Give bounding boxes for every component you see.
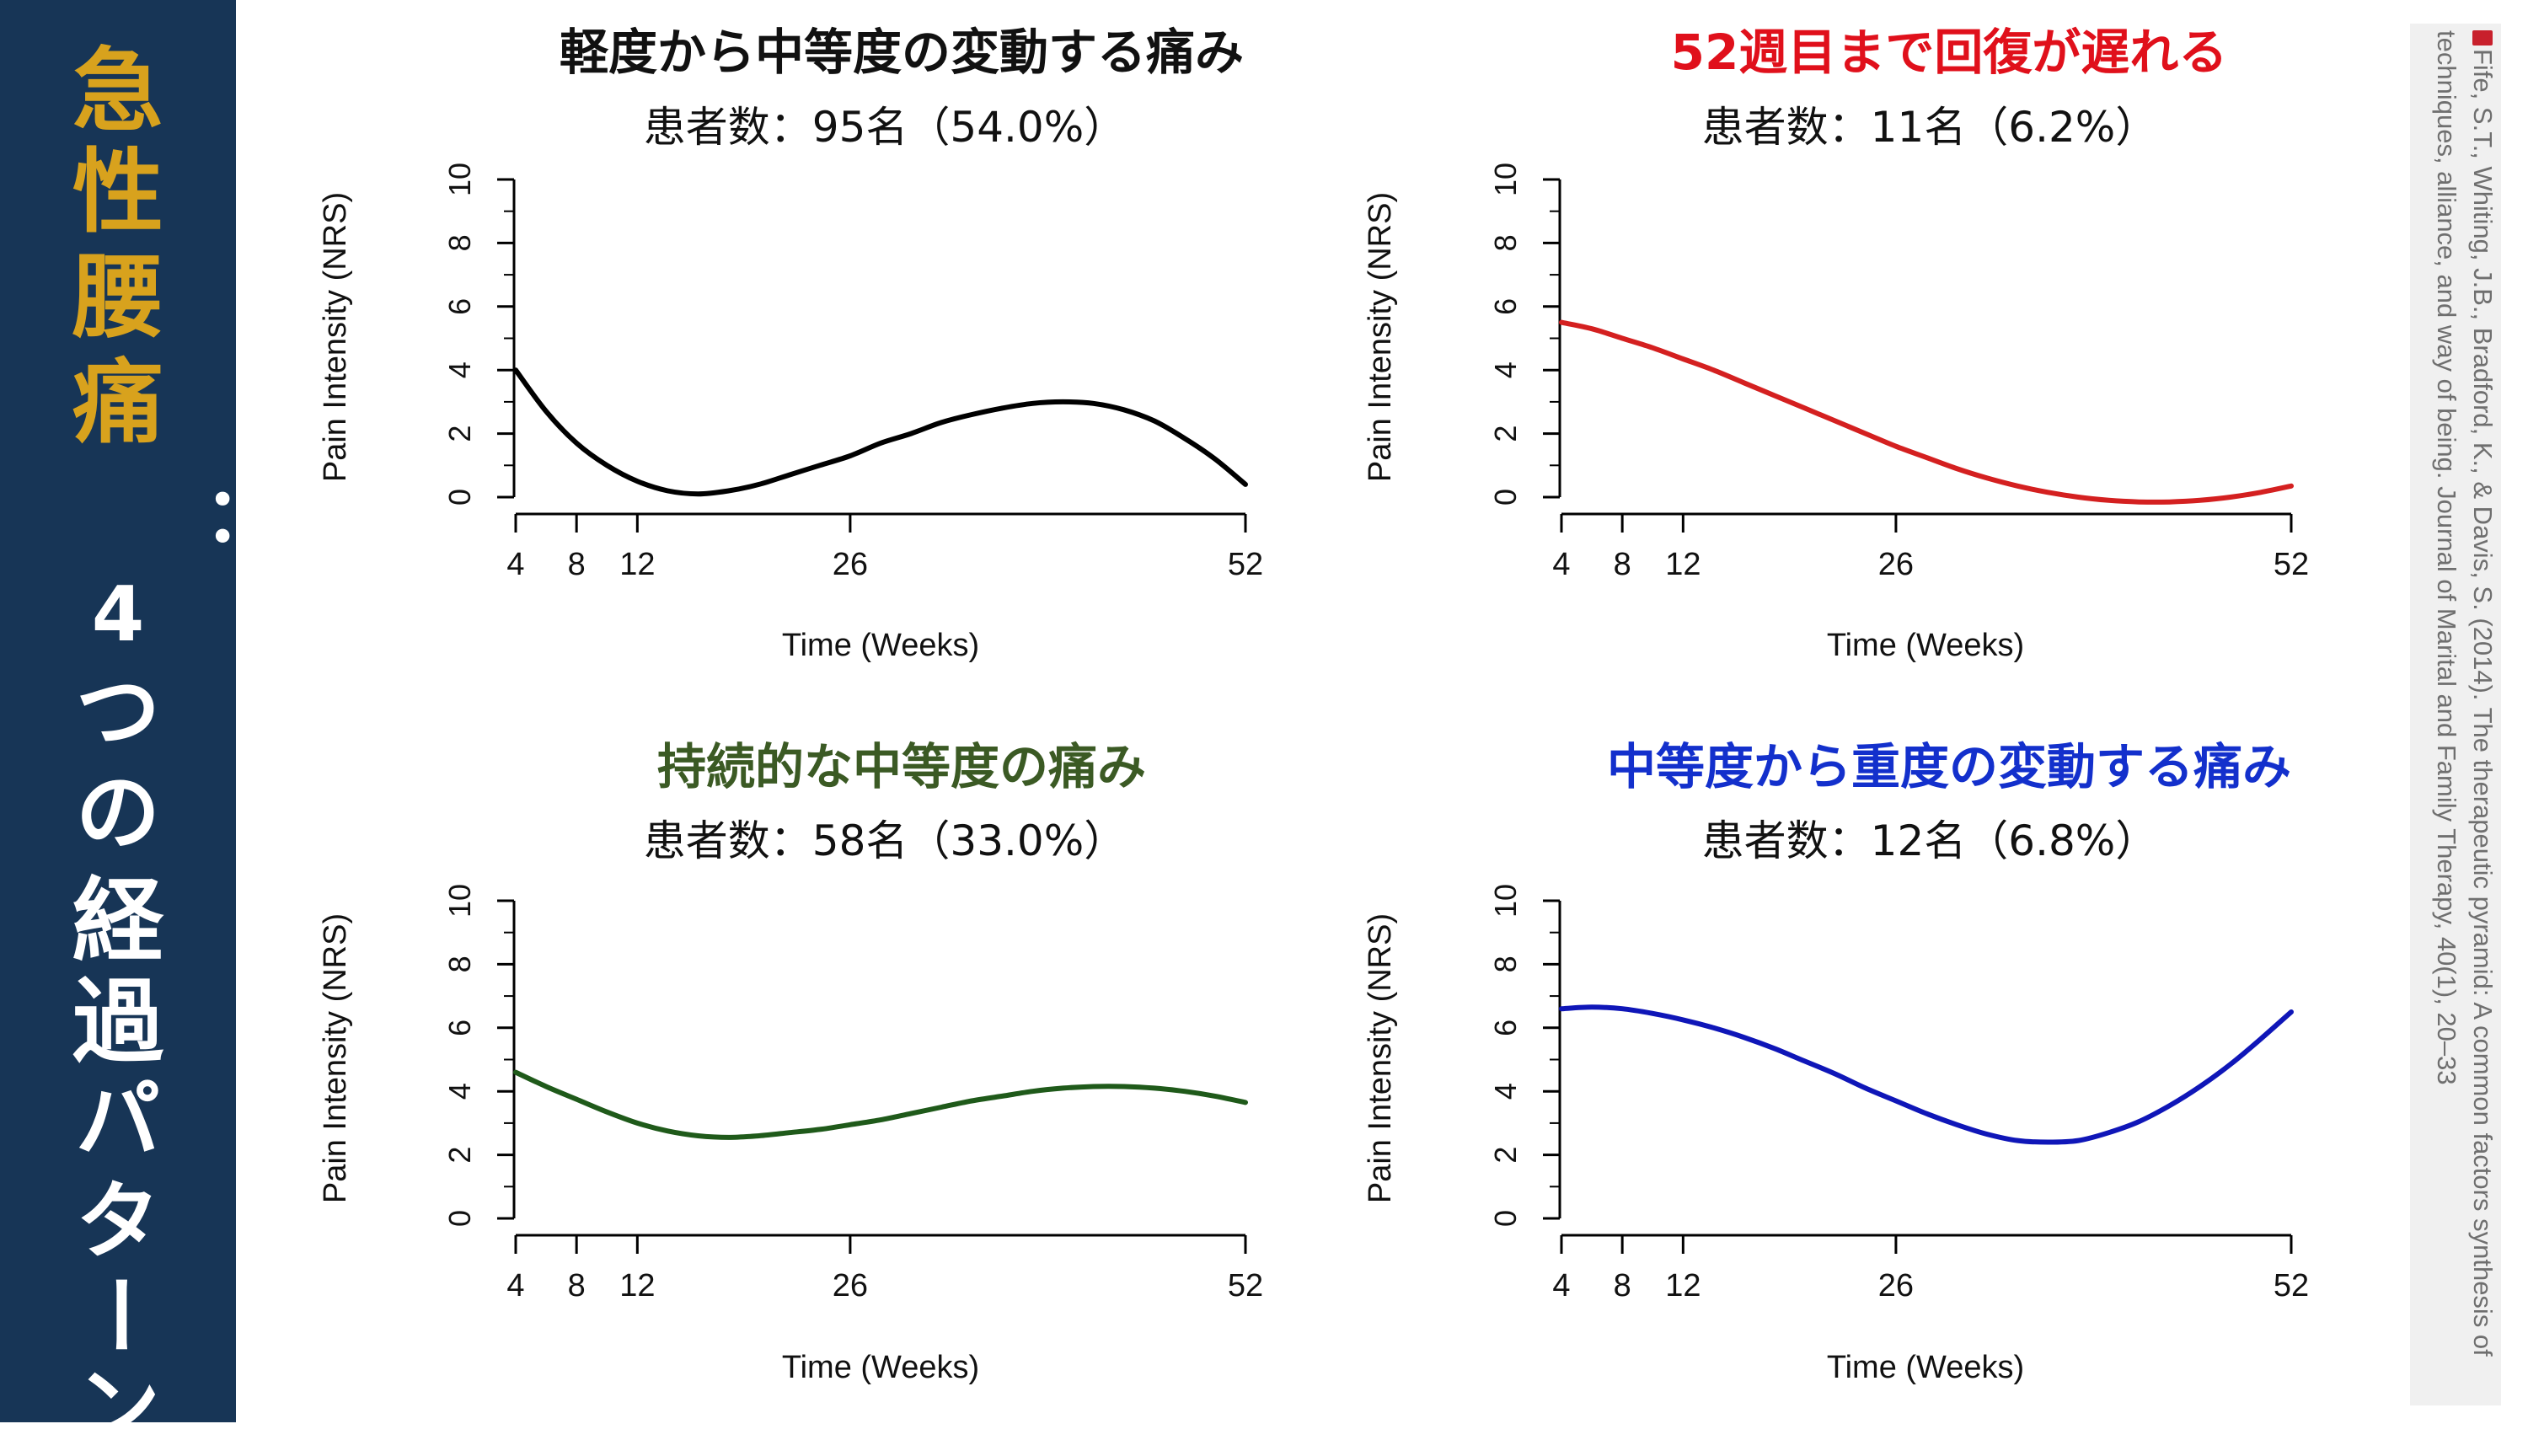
series-line xyxy=(1559,319,2294,505)
y-tick-label: 0 xyxy=(442,489,477,506)
sidebar: 急性腰痛： 4 つの経過パターン xyxy=(0,0,243,1449)
y-tick-label: 0 xyxy=(442,1210,477,1227)
charts-grid: 軽度から中等度の変動する痛み患者数：95名（54.0%） 0 2 4 6 8 10 Pain … xyxy=(318,24,2309,1385)
x-axis-label: Time (Weeks) xyxy=(782,628,979,663)
sidebar-title-char: パ xyxy=(76,1071,160,1170)
citation-text: Fife, S.T., Whiting, J.B., Bradford, K.,… xyxy=(2432,30,2498,1364)
x-tick-label: 26 xyxy=(1878,1268,1914,1303)
x-tick-label: 26 xyxy=(833,547,868,582)
sidebar-title-char: 性 xyxy=(72,140,163,245)
y-tick-label: 6 xyxy=(1488,298,1523,315)
x-tick-label: 4 xyxy=(506,1268,524,1303)
chart-title: 持続的な中等度の痛み xyxy=(657,738,1146,795)
y-tick-label: 2 xyxy=(442,1147,477,1164)
y-tick-label: 8 xyxy=(1488,234,1523,251)
citation: Fife, S.T., Whiting, J.B., Bradford, K.,… xyxy=(2410,30,2501,1404)
x-tick-label: 4 xyxy=(1552,1268,1570,1303)
chart-title: 軽度から中等度の変動する痛み xyxy=(560,24,1244,81)
x-axis-label: Time (Weeks) xyxy=(1827,628,2024,663)
sidebar-title-char: 急 xyxy=(72,39,163,144)
y-tick-label: 8 xyxy=(1488,956,1523,972)
x-tick-label: 4 xyxy=(1552,547,1570,582)
chart-subtitle: 患者数：11名（6.2%） xyxy=(1702,103,2158,152)
series-line xyxy=(513,367,1248,497)
x-tick-label: 8 xyxy=(568,547,586,582)
y-tick-label: 2 xyxy=(1488,426,1523,442)
y-tick-label: 0 xyxy=(1488,1210,1523,1227)
citation-box xyxy=(2410,24,2501,1405)
x-tick-label: 8 xyxy=(1614,1268,1631,1303)
sidebar-title-char: 腰 xyxy=(72,245,163,351)
x-tick-label: 52 xyxy=(2274,1268,2309,1303)
chart-subtitle: 患者数：12名（6.8%） xyxy=(1702,816,2158,865)
series-line xyxy=(1559,1004,2294,1145)
y-tick-label: 10 xyxy=(1488,163,1523,196)
sidebar-title-char: 痛 xyxy=(72,351,163,456)
x-tick-label: 8 xyxy=(568,1268,586,1303)
y-tick-label: 6 xyxy=(442,298,477,315)
y-axis-label: Pain Intensity (NRS) xyxy=(318,913,353,1203)
x-tick-label: 12 xyxy=(1665,1268,1701,1303)
sidebar-title-char: タ xyxy=(76,1172,160,1271)
y-tick-label: 4 xyxy=(442,1083,477,1100)
y-tick-label: 10 xyxy=(442,163,477,196)
y-tick-label: 0 xyxy=(1488,489,1523,506)
y-tick-label: 4 xyxy=(1488,1083,1523,1100)
x-tick-label: 52 xyxy=(2274,547,2309,582)
y-tick-label: 2 xyxy=(1488,1147,1523,1164)
series-line xyxy=(513,1069,1248,1140)
y-tick-label: 4 xyxy=(1488,361,1523,378)
x-axis-label: Time (Weeks) xyxy=(1827,1350,2024,1385)
y-axis-label: Pain Intensity (NRS) xyxy=(1363,913,1398,1203)
x-tick-label: 12 xyxy=(619,547,655,582)
x-tick-label: 52 xyxy=(1228,1268,1263,1303)
x-tick-label: 26 xyxy=(1878,547,1914,582)
y-tick-label: 4 xyxy=(442,361,477,378)
sidebar-title-char: ： xyxy=(154,484,243,560)
sidebar-title-char: つ xyxy=(76,662,160,761)
chart-subtitle: 患者数：58名（33.0%） xyxy=(644,816,1126,865)
x-tick-label: 8 xyxy=(1614,547,1631,582)
y-axis-label: Pain Intensity (NRS) xyxy=(1363,192,1398,482)
chart-title: 中等度から重度の変動する痛み xyxy=(1607,738,2291,795)
x-tick-label: 52 xyxy=(1228,547,1263,582)
x-axis-label: Time (Weeks) xyxy=(782,1350,979,1385)
book-icon xyxy=(2472,30,2493,46)
sidebar-title-char: 4 xyxy=(91,570,145,659)
chart-subtitle: 患者数：95名（54.0%） xyxy=(644,103,1126,152)
y-tick-label: 6 xyxy=(442,1020,477,1036)
y-tick-label: 2 xyxy=(442,426,477,442)
y-tick-label: 8 xyxy=(442,234,477,251)
y-axis-label: Pain Intensity (NRS) xyxy=(318,192,353,482)
x-tick-label: 26 xyxy=(833,1268,868,1303)
sidebar-title-char: 過 xyxy=(72,970,163,1075)
chart-title: 52週目まで回復が遅れる xyxy=(1671,24,2228,81)
x-tick-label: 4 xyxy=(506,547,524,582)
x-tick-label: 12 xyxy=(619,1268,655,1303)
y-tick-label: 10 xyxy=(442,884,477,918)
sidebar-title-char: の xyxy=(76,763,160,862)
y-tick-label: 10 xyxy=(1488,884,1523,918)
sidebar-title-char: 経 xyxy=(72,869,163,974)
x-tick-label: 12 xyxy=(1665,547,1701,582)
y-tick-label: 8 xyxy=(442,956,477,972)
y-tick-label: 6 xyxy=(1488,1020,1523,1036)
